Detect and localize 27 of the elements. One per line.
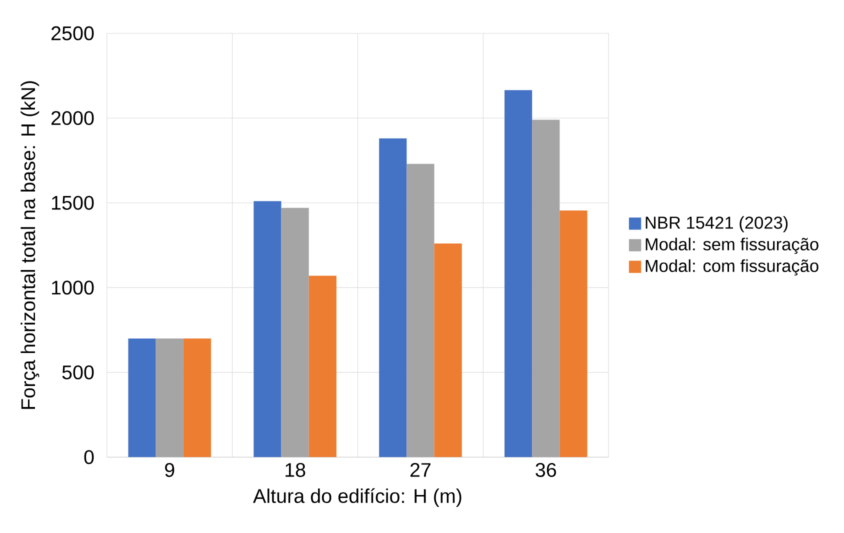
y-tick-label: 1000 [52,280,94,295]
legend-label: NBR 15421 (2023) [646,216,788,232]
bar [254,201,282,458]
bar [560,210,588,458]
y-tick-label: 500 [62,365,94,380]
bar [281,208,309,458]
legend-label: Modal: sem fissuração [646,238,818,254]
bar [308,276,336,458]
x-tick-label: 18 [286,462,306,477]
y-tick-label: 2000 [51,111,94,126]
y-tick-label: 0 [84,450,94,464]
legend-label: Modal: com fissuração [646,259,818,276]
bar [434,243,462,458]
bar [379,138,407,458]
x-tick-label: 9 [165,462,174,477]
x-tick-label: 27 [410,462,430,477]
x-tick-label: 36 [536,462,556,477]
bar [156,338,184,458]
bar [504,90,532,458]
bar [183,338,212,458]
bar [128,338,156,458]
y-tick-label: 1500 [52,196,94,210]
x-axis-title: Altura do edifício: H (m) [253,488,462,507]
y-tick-label: 2500 [51,26,94,40]
bar [406,164,434,458]
y-axis-title: Força horizontal total na base: H (kN) [20,81,40,409]
bar [532,120,560,458]
